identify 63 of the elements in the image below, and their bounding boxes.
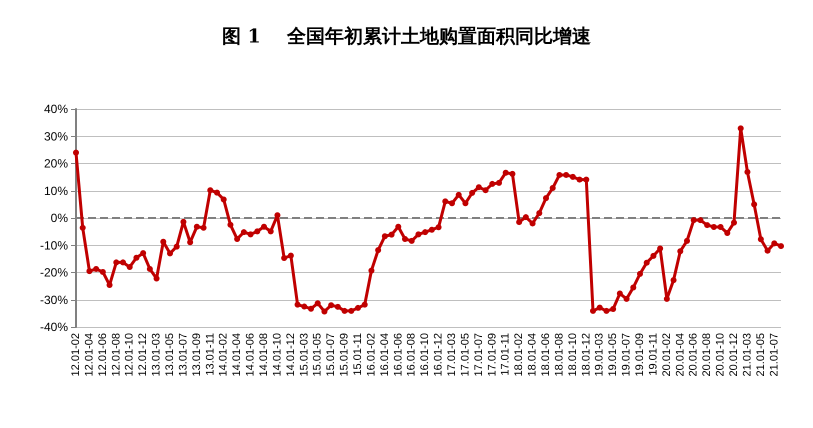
x-tick-label: 12.01-08 (110, 333, 122, 376)
x-tick-label: 14.01-04 (231, 333, 244, 376)
y-tick-label: -30% (40, 292, 68, 307)
x-tick-label: 18.01-12 (580, 333, 592, 376)
x-tick-label: 19.01-11 (647, 333, 660, 376)
x-tick-label: 18.01-02 (513, 333, 526, 376)
x-tick-label: 14.01-06 (244, 333, 257, 376)
x-tick-label: 19.01-07 (620, 333, 633, 376)
x-tick-label: 13.01-11 (204, 333, 216, 376)
x-tick-label: 13.01-03 (150, 333, 163, 376)
x-tick-label: 14.01-12 (284, 333, 297, 376)
x-tick-label: 16.01-06 (392, 333, 404, 376)
x-tick-label: 13.01-05 (164, 333, 176, 376)
x-tick-label: 15.01-03 (298, 333, 310, 376)
x-tick-label: 19.01-09 (634, 333, 646, 376)
x-tick-label: 15.01-11 (352, 333, 364, 376)
x-tick-label: 15.01-07 (325, 333, 338, 376)
x-tick-label: 16.01-08 (406, 333, 418, 376)
x-tick-label: 18.01-04 (526, 333, 539, 376)
x-tick-label: 16.01-04 (378, 333, 391, 376)
x-tick-label: 15.01-09 (338, 333, 351, 376)
x-tick-label: 18.01-08 (553, 333, 566, 376)
x-tick-label: 12.01-10 (124, 333, 136, 376)
x-tick-label: 16.01-12 (432, 333, 445, 376)
y-tick-label: -40% (40, 320, 68, 334)
y-tick-label: -20% (40, 266, 68, 280)
x-tick-label: 20.01-08 (701, 333, 714, 376)
chart-title: 图 1 全国年初累计土地购置面积同比增速 (222, 26, 592, 48)
x-tick-label: 13.01-09 (190, 333, 203, 376)
x-tick-label: 12.01-02 (70, 333, 82, 376)
x-tick-label: 20.01-06 (688, 333, 700, 376)
x-tick-label: 19.01-05 (607, 333, 620, 376)
y-tick-label: 30% (44, 129, 68, 144)
x-tick-label: 20.01-10 (714, 333, 727, 376)
x-tick-label: 14.01-02 (218, 333, 230, 376)
x-tick-label: 21.01-03 (741, 333, 754, 376)
y-tick-label: 20% (44, 156, 68, 170)
x-tick-label: 19.01-03 (594, 333, 606, 376)
x-tick-label: 16.01-10 (419, 333, 432, 376)
y-tick-label: 0% (50, 211, 68, 225)
x-tick-label: 18.01-10 (566, 333, 579, 376)
x-tick-label: 15.01-05 (312, 333, 324, 376)
x-tick-label: 17.01-11 (500, 333, 512, 376)
x-tick-label: 14.01-08 (258, 333, 270, 376)
y-tick-label: 10% (44, 184, 68, 198)
x-tick-label: 20.01-02 (660, 333, 673, 376)
x-tick-label: 18.01-06 (540, 333, 552, 376)
x-tick-label: 20.01-04 (674, 333, 686, 376)
x-tick-label: 21.01-07 (768, 333, 780, 376)
y-tick-label: 40% (44, 102, 68, 116)
x-tick-label: 13.01-07 (177, 333, 190, 376)
x-tick-label: 20.01-12 (728, 333, 740, 376)
x-tick-label: 17.01-07 (472, 333, 485, 376)
x-tick-label: 12.01-04 (83, 333, 96, 376)
x-tick-label: 21.01-05 (754, 333, 767, 376)
x-tick-label: 17.01-09 (486, 333, 498, 376)
x-tick-label: 17.01-05 (459, 333, 472, 376)
x-tick-label: 12.01-06 (96, 333, 109, 376)
x-tick-label: 16.01-02 (365, 333, 378, 376)
x-tick-label: 14.01-10 (271, 333, 284, 376)
y-tick-label: -10% (40, 238, 68, 252)
x-tick-label: 17.01-03 (446, 333, 458, 376)
x-tick-label: 12.01-12 (137, 333, 150, 376)
